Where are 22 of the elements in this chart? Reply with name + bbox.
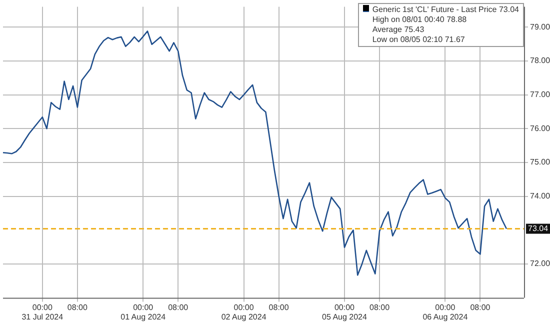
y-tick-label: 78.00	[530, 56, 550, 66]
y-tick-label: 75.00	[530, 158, 550, 167]
x-tick-label: 00:00 31 Jul 2024	[22, 302, 64, 322]
y-tick-label: 76.00	[530, 124, 550, 133]
x-tick-label: 08:00	[67, 302, 88, 312]
x-tick-label: 00:00 02 Aug 2024	[221, 302, 267, 322]
annotation: High on 08/01 00:40 78.88	[371, 15, 468, 25]
x-tick-label: 00:00 05 Aug 2024	[322, 302, 368, 322]
x-tick-label: 08:00	[470, 302, 491, 312]
annotation: Low on 08/05 02:10 71.67	[371, 35, 466, 45]
x-tick-label: 00:00 01 Aug 2024	[120, 302, 166, 322]
x-tick-label: 08:00	[268, 302, 290, 312]
y-tick-label: 79.00	[530, 22, 550, 32]
ref-line-label: 73.04	[528, 224, 549, 233]
y-tick-label: 74.00	[530, 191, 550, 200]
x-tick-label: 08:00	[168, 302, 189, 312]
x-tick-label: 00:00 06 Aug 2024	[422, 302, 468, 322]
x-tick-label: 08:00	[370, 302, 390, 312]
y-tick-label: 72.00	[530, 259, 550, 268]
y-tick-label: 77.00	[530, 90, 550, 99]
legend-label: Generic 1st 'CL' Future - Last Price 73.04	[371, 5, 519, 15]
annotation: Average 75.43	[371, 25, 426, 35]
